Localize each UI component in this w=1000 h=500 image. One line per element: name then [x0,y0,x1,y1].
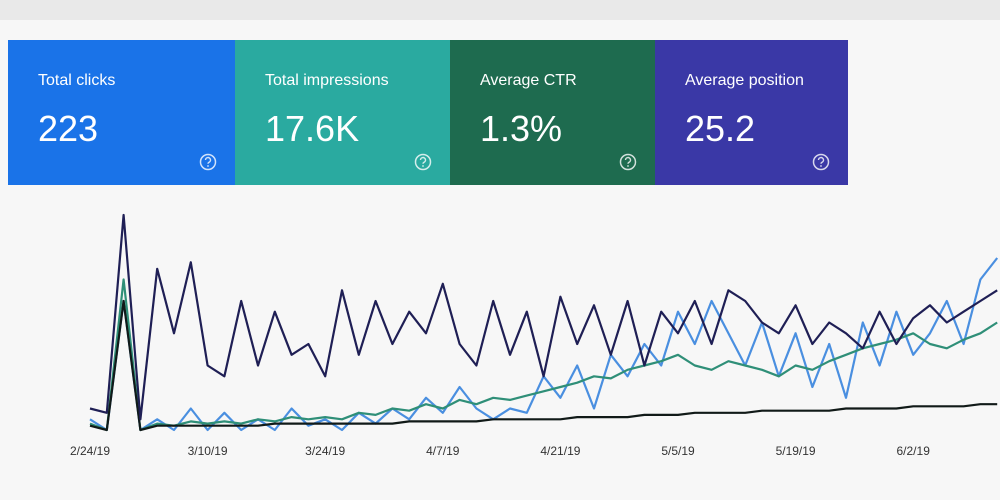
metric-card[interactable]: Total clicks 223 [8,40,235,185]
metric-card[interactable]: Total impressions 17.6K [235,40,450,185]
x-tick-label: 2/24/19 [70,444,110,458]
help-icon[interactable] [812,153,830,171]
x-tick-label: 3/10/19 [188,444,228,458]
chart: 2/24/19 3/10/19 3/24/19 4/7/19 4/21/19 5/5/19… [70,213,999,458]
x-tick-label: 6/2/19 [897,444,931,458]
series-line [89,213,998,421]
series-line [89,278,998,432]
metric-label: Total clicks [38,72,116,89]
series-line [89,299,998,432]
x-tick-label: 5/5/19 [661,444,695,458]
metric-value: 223 [38,108,99,149]
help-icon[interactable] [414,153,432,171]
x-tick-label: 3/24/19 [305,444,345,458]
metric-card[interactable]: Average CTR 1.3% [450,40,655,185]
metric-label: Average position [685,72,804,89]
metric-value: 25.2 [685,108,756,149]
metric-card[interactable]: Average position 25.2 [655,40,848,185]
metric-label: Average CTR [480,72,577,89]
metric-value: 17.6K [265,108,360,149]
x-tick-label: 5/19/19 [776,444,816,458]
metric-value: 1.3% [480,108,563,149]
help-icon[interactable] [199,153,217,171]
x-tick-label: 4/7/19 [426,444,460,458]
x-tick-label: 4/21/19 [540,444,580,458]
series-line [89,257,999,432]
help-icon[interactable] [619,153,637,171]
metric-label: Total impressions [265,72,389,89]
